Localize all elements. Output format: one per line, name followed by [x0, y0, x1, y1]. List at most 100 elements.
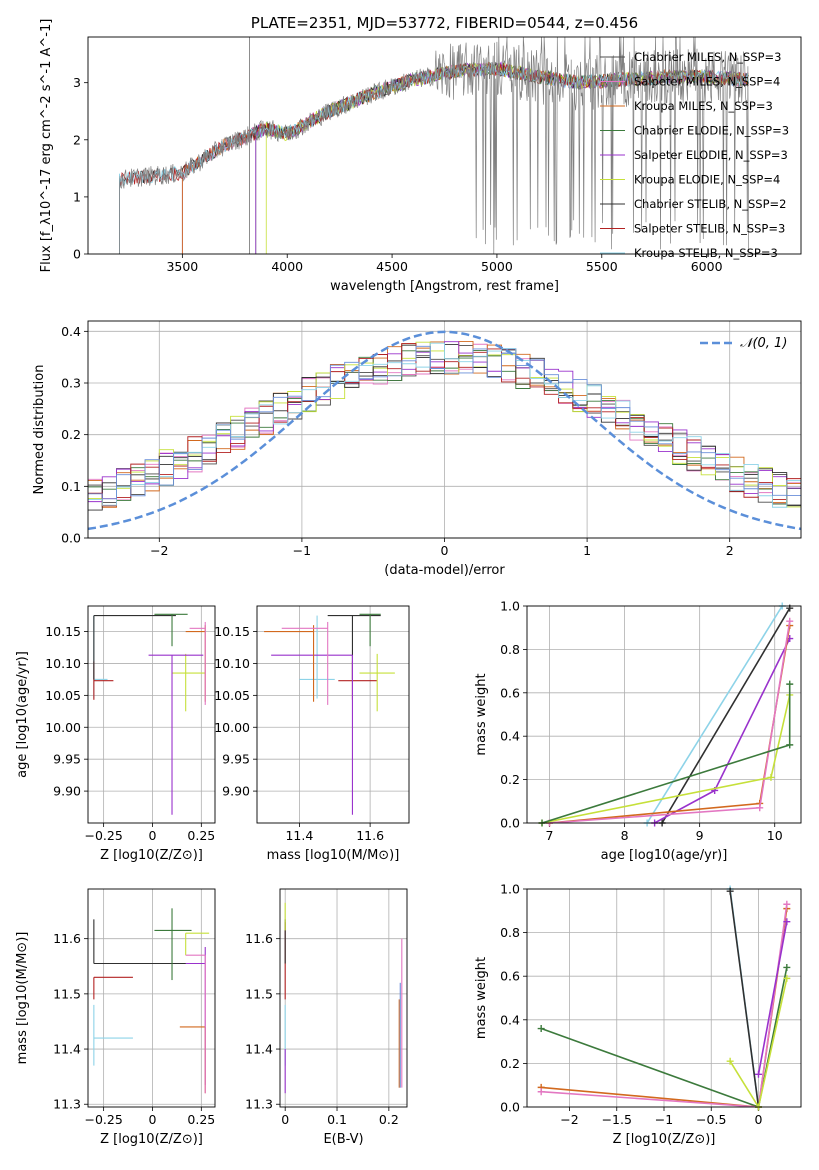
- residual-histogram: [88, 342, 801, 508]
- x-axis-label: age [log10(age/yr)]: [601, 848, 728, 863]
- x-tick-label: 0.25: [187, 1112, 215, 1127]
- y-tick-label: 0: [73, 247, 81, 262]
- x-tick-label: −0.5: [696, 1112, 726, 1127]
- errorbar-point: [93, 1004, 133, 1066]
- legend-entry: Kroupa STELIB, N_SSP=3: [634, 246, 778, 260]
- y-axis-label: mass [log10(M/M⊙)]: [15, 932, 30, 1065]
- weight-line: [654, 638, 791, 823]
- errorbar-point: [93, 615, 108, 699]
- weight-line: [757, 921, 788, 1075]
- x-tick-label: 4000: [271, 259, 303, 274]
- legend-entry: Chabrier ELODIE, N_SSP=3: [634, 124, 789, 138]
- x-tick-label: 0: [149, 1112, 157, 1127]
- plot-frame: [87, 320, 802, 539]
- y-tick-label: 11.4: [245, 1042, 273, 1057]
- x-tick-label: −2: [560, 1112, 578, 1127]
- y-axis-label: mass weight: [474, 957, 489, 1039]
- legend-entry: Salpeter ELODIE, N_SSP=3: [634, 148, 788, 162]
- y-tick-label: 0.6: [500, 969, 520, 984]
- errorbar-point: [93, 976, 133, 1000]
- y-tick-label: 11.4: [53, 1042, 81, 1057]
- y-axis-label: age [log10(age/yr)]: [15, 651, 30, 778]
- plot-frame: [526, 605, 802, 824]
- y-tick-label: 0.0: [500, 816, 520, 831]
- errorbar-point: [185, 954, 206, 1094]
- errorbar-point: [154, 613, 188, 647]
- y-axis-label: mass weight: [474, 673, 489, 755]
- ebv-mass-panel: 0 0.1 0.2 11.3 11.4 11.5 11.6 E(B-V): [245, 888, 408, 1147]
- y-tick-label: 0.6: [500, 685, 520, 700]
- x-axis-label: mass [log10(M/M⊙)]: [267, 848, 400, 863]
- weight-marker: [786, 617, 794, 625]
- x-tick-label: 6000: [691, 259, 723, 274]
- chart-title: PLATE=2351, MJD=53772, FIBERID=0544, z=0…: [251, 14, 638, 32]
- weight-line: [549, 625, 791, 823]
- x-tick-label: 9: [696, 828, 704, 843]
- x-tick-label: 0: [755, 1112, 763, 1127]
- residual-histogram: [88, 345, 801, 500]
- x-tick-label: 0: [149, 828, 157, 843]
- y-tick-label: 1.0: [500, 882, 520, 897]
- x-tick-label: 1: [583, 543, 591, 558]
- weight-marker: [783, 963, 791, 971]
- y-tick-label: 10.10: [45, 656, 81, 671]
- y-tick-label: 0.4: [500, 1012, 520, 1027]
- x-tick-label: −1: [655, 1112, 673, 1127]
- y-tick-label: 10.15: [214, 624, 250, 639]
- y-tick-label: 0.4: [61, 324, 81, 339]
- spectrum-legend: Chabrier MILES, N_SSP=3 Salpeter MILES, N…: [600, 50, 789, 260]
- x-tick-label: 3500: [166, 259, 198, 274]
- z-mass-panel: −0.25 0 0.25 11.3 11.4 11.5 11.6 Z [log10(Z/Z⊙)…: [15, 888, 216, 1147]
- plot-frame: [526, 888, 802, 1108]
- errorbar-point: [172, 653, 206, 712]
- weight-marker: [767, 773, 775, 781]
- z-age-panel: −0.25 0 0.25 9.90 9.95 10.00 10.05 10.10 10.15 Z …: [15, 605, 216, 863]
- errorbar-point: [338, 661, 378, 700]
- z-weight-panel: −2 −1.5 −1 −0.5 0 0.0 0.2 0.4 0.6 0.8 1.0 Z [log10(…: [474, 882, 802, 1147]
- x-axis-label: E(B-V): [323, 1132, 363, 1147]
- y-tick-label: 9.95: [222, 752, 250, 767]
- weight-line: [729, 891, 760, 1107]
- errorbar-point: [271, 654, 353, 815]
- weight-marker: [754, 1070, 762, 1078]
- y-tick-label: 0.0: [61, 531, 81, 546]
- errorbar-point: [264, 625, 315, 702]
- x-tick-label: 11.6: [356, 828, 384, 843]
- weight-marker: [726, 1057, 734, 1065]
- weight-line: [661, 607, 791, 823]
- x-tick-label: 7: [546, 828, 554, 843]
- x-tick-label: 10: [767, 828, 783, 843]
- x-tick-label: 0: [281, 1112, 289, 1127]
- legend-entry: Kroupa MILES, N_SSP=3: [634, 99, 773, 113]
- y-tick-label: 1: [73, 189, 81, 204]
- x-tick-label: −0.25: [84, 1112, 122, 1127]
- residual-histogram: [88, 343, 801, 507]
- errorbar-point: [299, 615, 335, 699]
- weight-line: [540, 967, 788, 1107]
- x-tick-label: 2: [726, 543, 734, 558]
- y-tick-label: 0.8: [500, 642, 520, 657]
- gaussian-curve: [87, 330, 802, 531]
- y-tick-label: 11.5: [53, 986, 81, 1001]
- weight-marker: [756, 804, 764, 812]
- plot-frame: [87, 605, 216, 824]
- y-tick-label: 1.0: [500, 599, 520, 614]
- y-tick-label: 11.3: [245, 1097, 273, 1112]
- weight-marker: [783, 974, 791, 982]
- weight-marker: [537, 1025, 545, 1033]
- weight-marker: [783, 918, 791, 926]
- y-tick-label: 0.3: [61, 376, 81, 391]
- y-tick-label: 0.4: [500, 729, 520, 744]
- y-tick-label: 2: [73, 132, 81, 147]
- y-tick-label: 0.2: [500, 1056, 520, 1071]
- weight-line: [646, 606, 783, 823]
- y-tick-label: 11.3: [53, 1097, 81, 1112]
- residuals-panel: −2 −1 0 1 2 0.0 0.1 0.2 0.3 0.4 (data-model)/error…: [32, 320, 802, 578]
- errorbar-point: [93, 615, 176, 680]
- x-tick-label: 5500: [586, 259, 618, 274]
- y-tick-label: 11.6: [53, 931, 81, 946]
- y-axis-label: Flux [f_λ10^-17 erg cm^-2 s^-1 A^-1]: [39, 19, 54, 273]
- errorbar-point: [359, 613, 381, 647]
- plot-frame: [256, 605, 410, 824]
- y-tick-label: 10.10: [214, 656, 250, 671]
